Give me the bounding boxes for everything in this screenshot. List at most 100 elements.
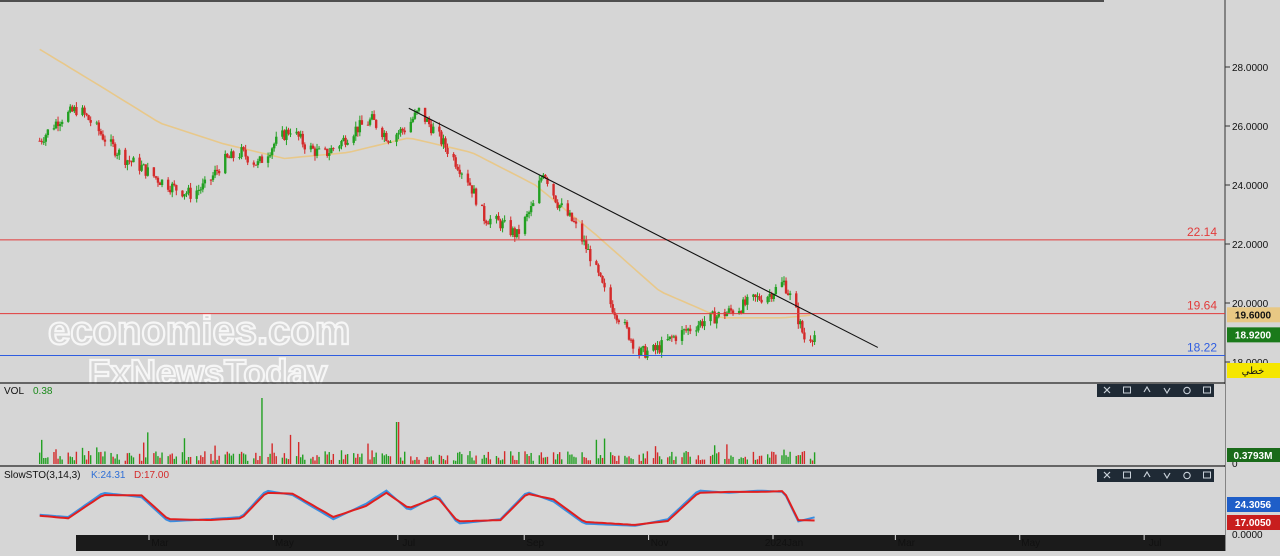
settings-icon[interactable] <box>1180 470 1194 481</box>
sto-d-label: D:17.00 <box>134 470 169 481</box>
candle-body <box>699 321 702 326</box>
vol-panel[interactable] <box>0 384 1225 465</box>
candle-body <box>38 140 41 142</box>
candle-body <box>281 130 284 137</box>
candle-body <box>715 316 718 324</box>
candle-body <box>266 156 270 163</box>
candle-body <box>383 132 386 138</box>
price-badge: 18.9200 <box>1235 330 1272 341</box>
candle-body <box>256 161 260 166</box>
sto-title: SlowSTO(3,14,3) <box>4 470 81 481</box>
volume-bar <box>585 457 587 464</box>
moving-average-layer <box>39 48 811 319</box>
candle-body <box>797 307 800 325</box>
time-tick-label: Nov <box>651 538 669 549</box>
volume-bar <box>83 455 86 464</box>
settings-icon[interactable] <box>1180 385 1194 396</box>
volume-bar <box>367 443 369 464</box>
volume-bar <box>200 455 202 464</box>
volume-bar <box>371 450 373 464</box>
volume-bar <box>246 460 249 464</box>
volume-bar <box>302 454 304 464</box>
volume-bar <box>530 452 532 464</box>
vol-panel-toolbar <box>1097 384 1214 397</box>
maximize-icon[interactable] <box>1200 470 1214 481</box>
candle-body <box>587 249 590 251</box>
candle-body <box>58 123 62 127</box>
volume-bar <box>47 457 49 464</box>
candles-layer <box>38 102 816 361</box>
volume-bar <box>769 457 771 464</box>
price-tick-label: 24.0000 <box>1232 181 1269 192</box>
candle-body <box>774 287 778 295</box>
candle-body <box>742 299 745 313</box>
volume-bar <box>375 452 377 464</box>
volume-bar <box>787 456 789 464</box>
down-arrow-icon[interactable] <box>1160 385 1174 396</box>
up-arrow-icon[interactable] <box>1140 385 1154 396</box>
volume-bar <box>145 457 147 464</box>
volume-bar <box>809 458 812 464</box>
candle-body <box>727 308 731 313</box>
sto-d-badge-bg <box>1227 515 1280 530</box>
candle-body <box>156 177 160 183</box>
candle-body <box>799 321 802 325</box>
candle-body <box>654 344 657 351</box>
volume-bar <box>444 460 447 464</box>
time-axis-scroll-region[interactable] <box>76 535 1225 551</box>
candle-body <box>768 293 771 297</box>
volume-bar <box>813 452 816 464</box>
volume-bar <box>196 456 198 464</box>
volume-bar <box>718 452 720 464</box>
candle-body <box>603 282 606 288</box>
trendline[interactable] <box>408 107 879 348</box>
volume-bar <box>202 457 204 464</box>
candle-body <box>452 153 455 158</box>
candle-body <box>468 182 472 186</box>
price-panel[interactable] <box>0 0 1225 383</box>
volume-bar <box>485 457 487 464</box>
candle-body <box>803 332 806 340</box>
candle-body <box>397 132 400 135</box>
candle-body <box>338 146 341 149</box>
volume-bar <box>361 453 363 464</box>
volume-bar <box>214 445 216 464</box>
volume-bar <box>799 455 802 464</box>
restore-icon[interactable] <box>1120 385 1134 396</box>
volume-bar <box>771 451 773 464</box>
volume-bar <box>147 432 149 464</box>
volume-bar <box>155 451 157 464</box>
volume-bar <box>175 456 178 464</box>
close-icon[interactable] <box>1100 470 1114 481</box>
price-badge: 19.6000 <box>1235 310 1272 321</box>
close-icon[interactable] <box>1100 385 1114 396</box>
candle-body <box>466 173 470 183</box>
candle-body <box>470 185 474 194</box>
candle-body <box>770 293 773 299</box>
volume-bar <box>583 457 585 464</box>
up-arrow-icon[interactable] <box>1140 470 1154 481</box>
volume-bar <box>495 456 498 464</box>
volume-bar <box>440 455 443 464</box>
candle-body <box>309 145 313 150</box>
volume-bar <box>138 453 141 464</box>
down-arrow-icon[interactable] <box>1160 470 1174 481</box>
candle-body <box>582 240 586 242</box>
candle-body <box>158 182 162 186</box>
candle-body <box>609 287 612 305</box>
candle-body <box>189 187 192 199</box>
candle-body <box>54 121 58 129</box>
maximize-icon[interactable] <box>1200 385 1214 396</box>
vol-axis-zero: 0 <box>1232 459 1238 470</box>
volume-bar <box>452 460 455 464</box>
restore-icon[interactable] <box>1120 470 1134 481</box>
candle-body <box>425 118 429 122</box>
volume-bar <box>45 457 47 464</box>
volume-bar <box>126 453 129 464</box>
candle-body <box>297 131 300 137</box>
candle-body <box>760 299 763 303</box>
volume-bar <box>287 459 290 464</box>
candle-body <box>615 315 618 321</box>
candle-body <box>460 173 464 175</box>
